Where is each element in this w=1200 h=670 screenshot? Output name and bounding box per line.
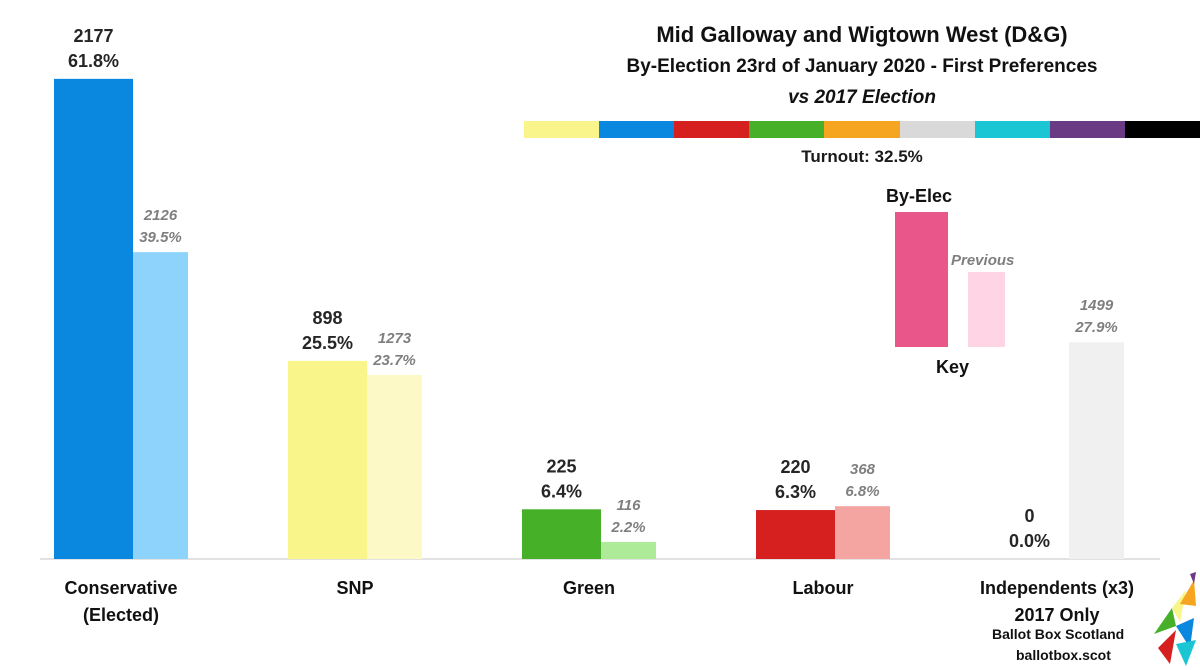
label-by-election-votes-2: 225 — [546, 456, 576, 476]
label-previous-percent-1: 23.7% — [372, 352, 416, 369]
label-previous-votes-3: 368 — [850, 461, 876, 478]
bar-previous-2 — [601, 541, 656, 559]
brand-url: ballotbox.scot — [1016, 647, 1111, 663]
label-previous-percent-0: 39.5% — [139, 229, 182, 246]
party-color-strip — [524, 121, 1200, 138]
label-by-election-percent-4: 0.0% — [1009, 531, 1050, 551]
label-by-election-votes-1: 898 — [312, 308, 342, 328]
label-by-election-percent-0: 61.8% — [68, 51, 119, 71]
palette-swatch-9 — [1124, 121, 1200, 138]
category-label-4-0: Independents (x3) — [980, 578, 1134, 598]
ballot-box-logo-icon — [1154, 572, 1196, 666]
label-previous-votes-2: 116 — [617, 497, 642, 514]
label-previous-percent-2: 2.2% — [610, 519, 645, 536]
bar-by-election-0 — [54, 78, 133, 559]
category-label-2-0: Green — [563, 578, 615, 598]
bar-by-election-1 — [288, 360, 367, 559]
palette-swatch-5 — [824, 121, 900, 138]
brand-name: Ballot Box Scotland — [992, 626, 1125, 642]
label-previous-votes-1: 1273 — [378, 330, 412, 347]
label-by-election-votes-3: 220 — [780, 457, 810, 477]
bar-previous-1 — [367, 374, 422, 559]
turnout-label: Turnout: 32.5% — [801, 147, 923, 166]
palette-swatch-6 — [899, 121, 975, 138]
bar-by-election-3 — [756, 510, 835, 559]
palette-swatch-3 — [674, 121, 750, 138]
label-previous-percent-4: 27.9% — [1074, 319, 1118, 336]
comparison-label: vs 2017 Election — [788, 87, 936, 108]
key-by-election-swatch — [895, 212, 948, 347]
bar-previous-3 — [835, 506, 890, 559]
bar-previous-4 — [1069, 342, 1124, 559]
palette-swatch-8 — [1049, 121, 1125, 138]
key-title: Key — [936, 357, 970, 377]
palette-swatch-7 — [974, 121, 1050, 138]
key-by-election-label: By-Elec — [886, 186, 953, 206]
palette-swatch-4 — [749, 121, 825, 138]
palette-swatch-1 — [524, 121, 600, 138]
category-label-1-0: SNP — [336, 578, 373, 598]
chart-title: Mid Galloway and Wigtown West (D&G) — [656, 22, 1068, 47]
chart-subtitle: By-Election 23rd of January 2020 - First… — [626, 56, 1098, 77]
label-previous-votes-4: 1499 — [1080, 297, 1114, 314]
category-label-4-1: 2017 Only — [1014, 605, 1099, 625]
label-by-election-percent-1: 25.5% — [302, 333, 353, 353]
label-by-election-votes-0: 2177 — [73, 26, 113, 46]
label-by-election-votes-4: 0 — [1024, 506, 1034, 526]
palette-swatch-2 — [599, 121, 675, 138]
label-previous-votes-0: 2126 — [143, 207, 178, 224]
bar-by-election-2 — [522, 509, 601, 559]
key-previous-label: Previous — [951, 252, 1015, 269]
label-previous-percent-3: 6.8% — [845, 483, 879, 500]
bar-previous-0 — [133, 252, 188, 559]
label-by-election-percent-3: 6.3% — [775, 482, 816, 502]
category-label-0-0: Conservative — [64, 578, 177, 598]
label-by-election-percent-2: 6.4% — [541, 481, 582, 501]
category-label-0-1: (Elected) — [83, 605, 159, 625]
category-label-3-0: Labour — [793, 578, 854, 598]
key-previous-swatch — [968, 272, 1005, 347]
